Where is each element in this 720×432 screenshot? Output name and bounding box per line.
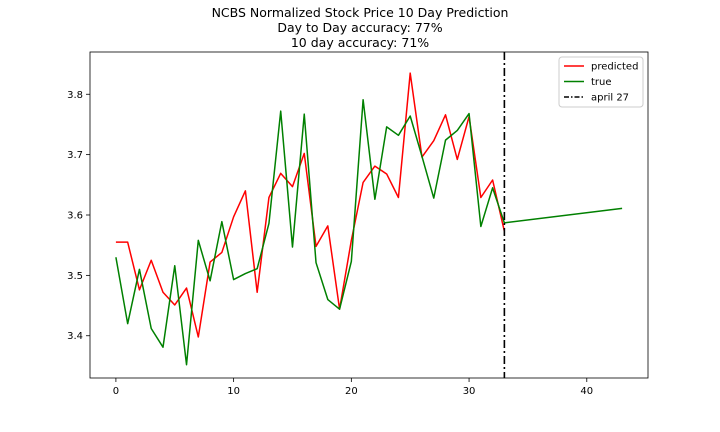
y-tick-label: 3.7 — [67, 150, 83, 161]
x-tick-label: 0 — [113, 386, 119, 397]
legend-label-0: predicted — [591, 62, 638, 73]
series-line-predicted — [115, 72, 506, 338]
chart-subtitle-1: Day to Day accuracy: 77% — [277, 20, 443, 35]
legend: predicted true april 27 — [558, 56, 644, 108]
chart-title: NCBS Normalized Stock Price 10 Day Predi… — [211, 5, 509, 20]
legend-label-2: april 27 — [591, 93, 629, 104]
x-tick-label: 30 — [463, 386, 476, 397]
chart-subtitle-2: 10 day accuracy: 71% — [290, 35, 430, 50]
legend-box — [558, 56, 644, 108]
y-tick-label: 3.8 — [67, 90, 83, 101]
y-tick-label: 3.6 — [67, 211, 83, 222]
series-line-true — [115, 98, 623, 366]
legend-label-1: true — [591, 77, 612, 88]
x-tick-label: 40 — [580, 386, 593, 397]
y-tick-label: 3.4 — [67, 331, 83, 342]
x-tick-label: 20 — [345, 386, 358, 397]
y-tick-label: 3.5 — [67, 271, 83, 282]
x-tick-label: 10 — [227, 386, 240, 397]
